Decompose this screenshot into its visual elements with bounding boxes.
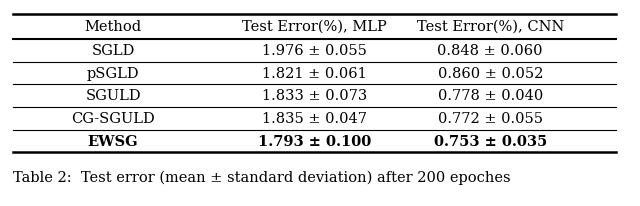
Text: 0.753 ± 0.035: 0.753 ± 0.035	[433, 135, 547, 149]
Text: Test Error(%), CNN: Test Error(%), CNN	[417, 20, 564, 34]
Text: 1.835 ± 0.047: 1.835 ± 0.047	[262, 112, 367, 126]
Text: 0.778 ± 0.040: 0.778 ± 0.040	[438, 89, 543, 103]
Text: 1.976 ± 0.055: 1.976 ± 0.055	[262, 44, 367, 58]
Text: EWSG: EWSG	[88, 135, 138, 149]
Text: SGULD: SGULD	[85, 89, 141, 103]
Text: Method: Method	[84, 20, 141, 34]
Text: Test Error(%), MLP: Test Error(%), MLP	[242, 20, 387, 34]
Text: pSGLD: pSGLD	[87, 67, 140, 81]
Text: 0.772 ± 0.055: 0.772 ± 0.055	[438, 112, 543, 126]
Text: 1.833 ± 0.073: 1.833 ± 0.073	[262, 89, 367, 103]
Text: 0.848 ± 0.060: 0.848 ± 0.060	[438, 44, 543, 58]
Text: Table 2:  Test error (mean ± standard deviation) after 200 epoches: Table 2: Test error (mean ± standard dev…	[13, 171, 510, 185]
Text: 1.821 ± 0.061: 1.821 ± 0.061	[262, 67, 367, 81]
Text: 1.793 ± 0.100: 1.793 ± 0.100	[258, 135, 371, 149]
Text: CG-SGULD: CG-SGULD	[71, 112, 155, 126]
Text: 0.860 ± 0.052: 0.860 ± 0.052	[438, 67, 543, 81]
Text: SGLD: SGLD	[92, 44, 135, 58]
